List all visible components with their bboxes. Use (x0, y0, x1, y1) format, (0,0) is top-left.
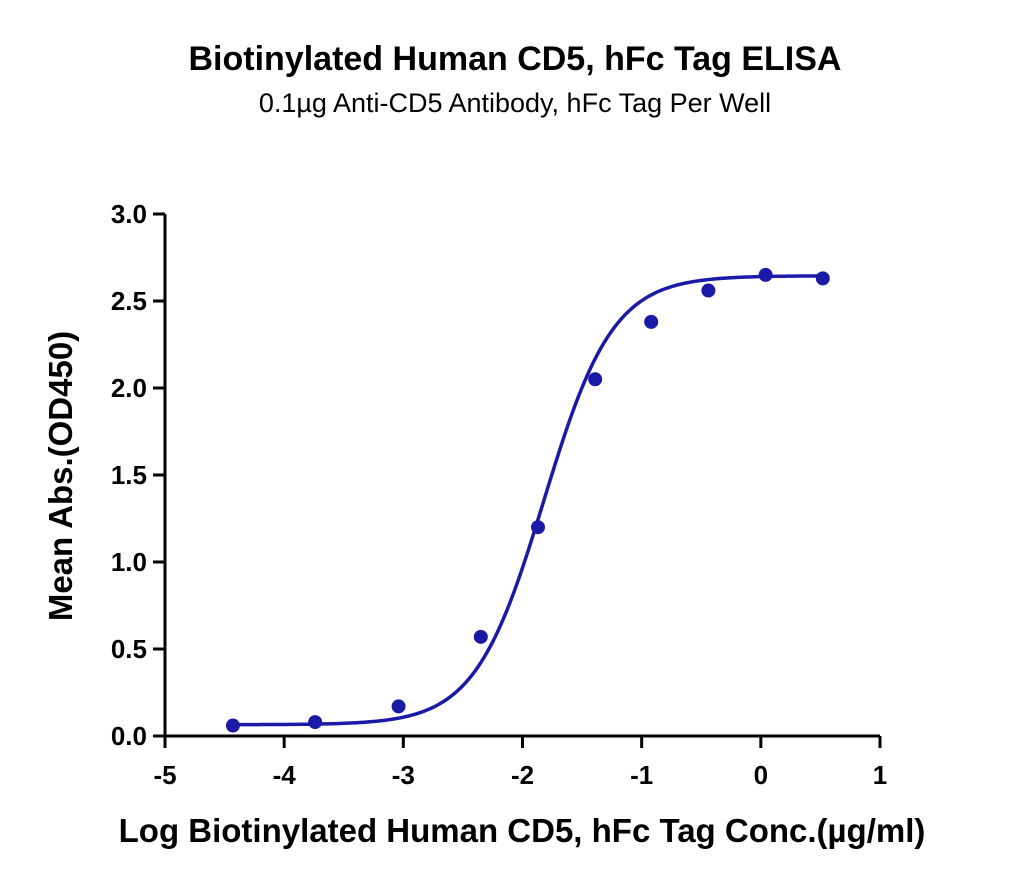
chart-title: Biotinylated Human CD5, hFc Tag ELISA (188, 40, 842, 78)
data-point (588, 372, 603, 387)
data-point (473, 629, 488, 644)
y-tick-label: 0.0 (111, 721, 147, 751)
data-point (530, 520, 545, 535)
x-tick-label: 0 (754, 760, 768, 790)
data-point (225, 718, 240, 733)
data-point (391, 699, 406, 714)
fit-curve (232, 274, 823, 727)
y-tick-label: 2.0 (111, 373, 147, 403)
x-tick-label: 1 (873, 760, 887, 790)
y-tick-label: 1.5 (111, 460, 147, 490)
x-tick-label: -5 (153, 760, 176, 790)
chart-subtitle: 0.1µg Anti-CD5 Antibody, hFc Tag Per Wel… (258, 88, 772, 118)
y-tick-label: 0.5 (111, 634, 147, 664)
data-point (308, 715, 323, 730)
data-point (815, 271, 830, 286)
data-point (644, 314, 659, 329)
y-tick-label: 3.0 (111, 199, 147, 229)
x-tick-label: -4 (273, 760, 297, 790)
y-tick-label: 1.0 (111, 547, 147, 577)
y-axis-label: Mean Abs.(OD450) (42, 331, 79, 621)
data-point (758, 267, 773, 282)
y-tick-label: 2.5 (111, 286, 147, 316)
x-tick-label: -1 (630, 760, 653, 790)
data-point (701, 283, 716, 298)
x-tick-label: -3 (392, 760, 415, 790)
x-axis-label: Log Biotinylated Human CD5, hFc Tag Conc… (119, 812, 926, 849)
x-tick-label: -2 (511, 760, 534, 790)
